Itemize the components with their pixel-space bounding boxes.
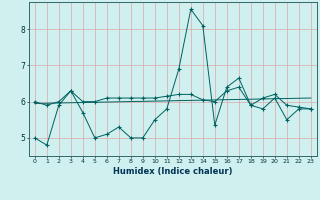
X-axis label: Humidex (Indice chaleur): Humidex (Indice chaleur): [113, 167, 233, 176]
